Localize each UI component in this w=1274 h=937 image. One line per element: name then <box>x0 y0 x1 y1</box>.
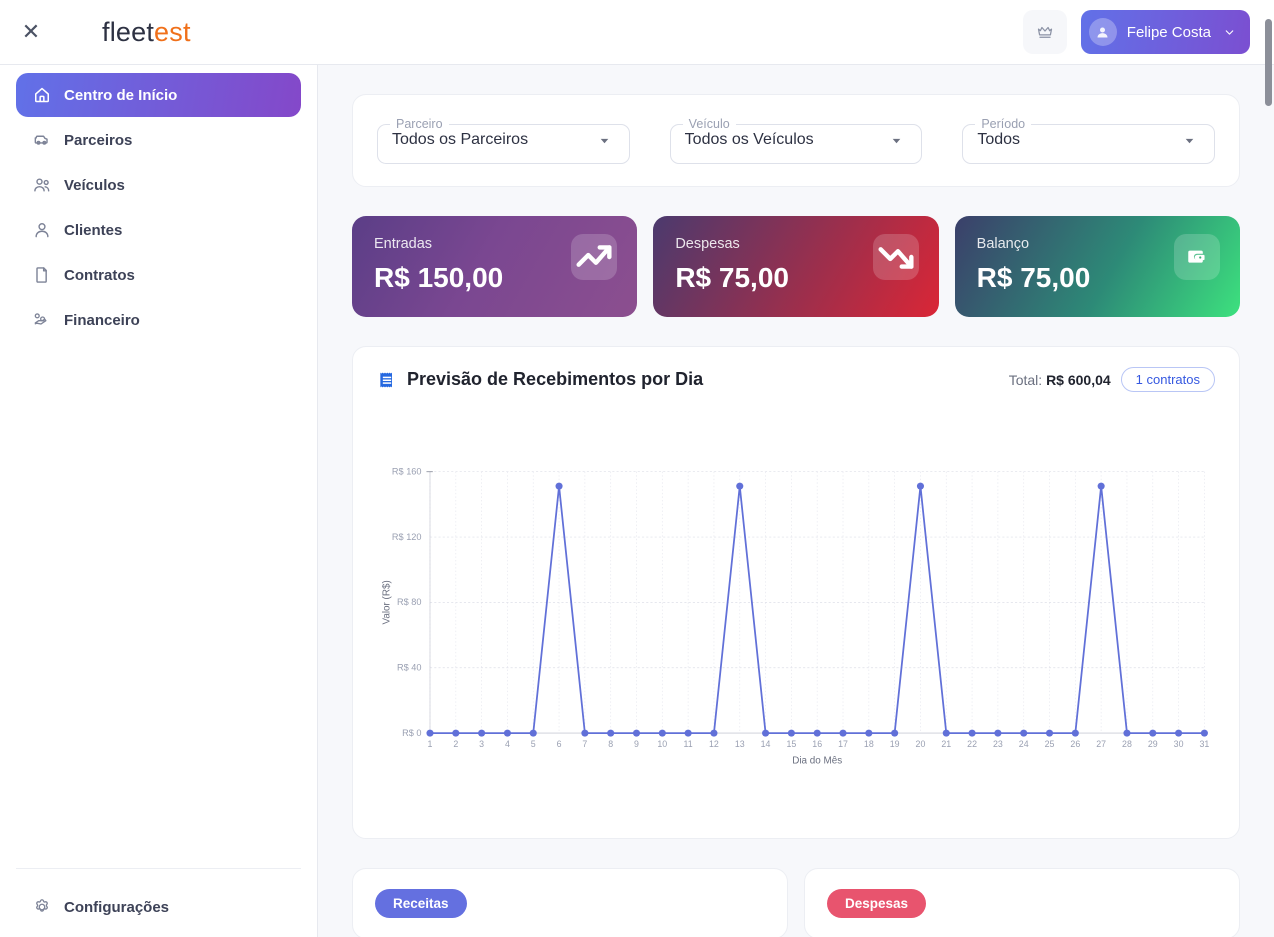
svg-text:17: 17 <box>838 739 848 749</box>
svg-text:13: 13 <box>735 739 745 749</box>
svg-text:11: 11 <box>684 739 693 749</box>
svg-text:R$ 160: R$ 160 <box>392 467 422 477</box>
svg-text:16: 16 <box>812 739 822 749</box>
svg-text:20: 20 <box>916 739 926 749</box>
svg-text:9: 9 <box>634 739 639 749</box>
svg-text:Dia do Mês: Dia do Mês <box>792 756 842 767</box>
svg-text:27: 27 <box>1096 739 1106 749</box>
svg-text:22: 22 <box>967 739 977 749</box>
svg-text:5: 5 <box>531 739 536 749</box>
svg-text:12: 12 <box>709 739 719 749</box>
svg-text:6: 6 <box>557 739 562 749</box>
svg-text:7: 7 <box>582 739 587 749</box>
svg-text:30: 30 <box>1174 739 1184 749</box>
svg-text:2: 2 <box>453 739 458 749</box>
svg-text:4: 4 <box>505 739 510 749</box>
svg-text:14: 14 <box>761 739 771 749</box>
svg-text:15: 15 <box>786 739 796 749</box>
svg-text:R$ 40: R$ 40 <box>397 663 421 673</box>
svg-text:21: 21 <box>941 739 951 749</box>
svg-text:R$ 80: R$ 80 <box>397 597 421 607</box>
svg-text:1: 1 <box>428 739 433 749</box>
svg-text:26: 26 <box>1070 739 1080 749</box>
svg-text:25: 25 <box>1045 739 1055 749</box>
svg-text:23: 23 <box>993 739 1003 749</box>
svg-text:R$ 120: R$ 120 <box>392 532 422 542</box>
svg-text:31: 31 <box>1199 739 1209 749</box>
svg-text:19: 19 <box>890 739 900 749</box>
svg-text:3: 3 <box>479 739 484 749</box>
svg-text:8: 8 <box>608 739 613 749</box>
svg-text:10: 10 <box>657 739 667 749</box>
svg-text:Valor (R$): Valor (R$) <box>382 580 393 624</box>
svg-text:18: 18 <box>864 739 874 749</box>
svg-text:24: 24 <box>1019 739 1029 749</box>
svg-text:28: 28 <box>1122 739 1132 749</box>
svg-text:R$ 0: R$ 0 <box>402 728 421 738</box>
svg-text:29: 29 <box>1148 739 1158 749</box>
